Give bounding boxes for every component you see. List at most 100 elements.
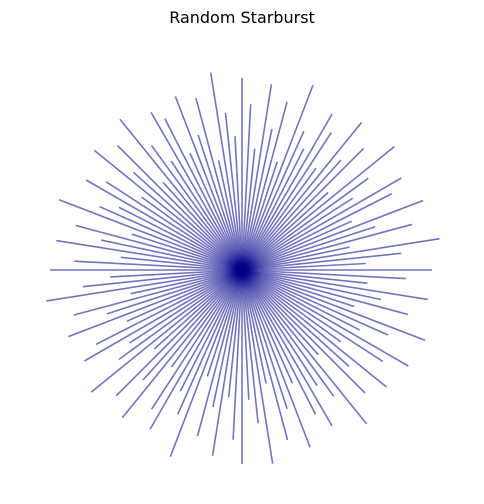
ray-line <box>118 206 243 271</box>
ray-line <box>121 269 243 419</box>
ray-line <box>68 269 243 338</box>
ray-line <box>241 246 350 271</box>
ray-line <box>224 112 243 271</box>
ray-line <box>82 269 243 288</box>
ray-line <box>164 118 243 271</box>
ray-line <box>241 269 428 301</box>
ray-line <box>234 136 243 271</box>
ray-line <box>174 96 243 271</box>
ray-line <box>189 152 243 271</box>
ray-line <box>126 269 243 322</box>
ray-line <box>129 269 243 344</box>
chart-title: Random Starburst <box>169 8 315 27</box>
ray-line <box>241 269 250 400</box>
ray-line <box>93 149 243 271</box>
ray-line <box>115 269 243 397</box>
ray-line <box>241 101 288 271</box>
ray-line <box>241 225 376 271</box>
ray-line <box>241 132 332 271</box>
ray-line <box>241 269 389 336</box>
ray-line <box>58 199 243 271</box>
ray-line <box>241 269 368 284</box>
ray-line <box>241 130 305 271</box>
ray-line <box>195 97 243 271</box>
ray-line <box>217 160 243 271</box>
ray-line <box>241 269 388 388</box>
ray-line <box>75 224 243 271</box>
ray-line <box>241 113 333 271</box>
ray-line <box>170 160 243 271</box>
ray-line <box>241 269 406 280</box>
ray-line <box>100 239 243 271</box>
ray-line <box>85 179 243 271</box>
ray-line <box>241 159 342 271</box>
ray-line <box>99 205 243 271</box>
ray-line <box>142 269 243 381</box>
ray-line <box>106 269 243 315</box>
ray-line <box>141 196 243 271</box>
ray-line <box>149 269 243 430</box>
ray-line <box>241 262 366 271</box>
ray-line <box>212 269 243 408</box>
ray-line <box>241 269 294 384</box>
ray-line <box>241 269 311 448</box>
ray-line <box>132 171 243 271</box>
ray-line <box>241 197 354 271</box>
ray-line <box>241 269 368 425</box>
ray-line <box>241 84 314 271</box>
ray-line <box>241 223 413 271</box>
ray-line <box>241 84 273 271</box>
ray-line <box>105 181 243 271</box>
ray-line <box>232 269 243 440</box>
ray-line <box>241 121 363 271</box>
ray-line <box>241 252 402 271</box>
ray-line <box>241 269 409 316</box>
ray-line <box>56 239 243 271</box>
ray-line <box>227 269 243 398</box>
ray-line <box>150 269 243 410</box>
ray-line <box>241 193 393 271</box>
ray-line <box>90 269 243 393</box>
ray-line <box>197 134 243 271</box>
ray-line <box>150 144 243 271</box>
ray-line <box>241 269 409 367</box>
ray-line <box>116 144 243 271</box>
ray-line <box>177 269 243 415</box>
ray-line <box>196 269 243 437</box>
ray-line <box>241 269 426 341</box>
ray-line <box>131 233 243 271</box>
ray-line <box>153 269 243 350</box>
ray-line <box>241 148 305 271</box>
ray-group <box>46 72 440 464</box>
ray-line <box>120 256 243 271</box>
ray-line <box>119 118 243 271</box>
ray-line <box>241 269 288 410</box>
ray-line <box>73 269 243 316</box>
ray-line <box>110 269 243 278</box>
ray-line <box>241 177 369 271</box>
ray-line <box>241 269 318 387</box>
ray-line <box>46 269 243 302</box>
ray-line <box>241 269 384 363</box>
ray-line <box>150 111 243 271</box>
ray-line <box>241 269 319 356</box>
ray-line <box>241 269 267 384</box>
ray-line <box>241 104 252 271</box>
ray-line <box>206 269 243 377</box>
ray-line <box>169 269 243 458</box>
ray-line <box>241 148 256 271</box>
ray-line <box>209 72 243 271</box>
ray-line <box>241 269 289 441</box>
ray-line <box>241 269 274 464</box>
ray-line <box>241 177 402 271</box>
ray-line <box>74 260 243 271</box>
ray-line <box>241 161 278 271</box>
ray-line <box>118 269 243 360</box>
ray-line <box>241 269 360 331</box>
ray-line <box>95 269 243 346</box>
ray-line <box>241 220 352 271</box>
ray-line <box>241 199 424 271</box>
ray-line <box>241 269 335 397</box>
ray-line <box>83 269 243 362</box>
